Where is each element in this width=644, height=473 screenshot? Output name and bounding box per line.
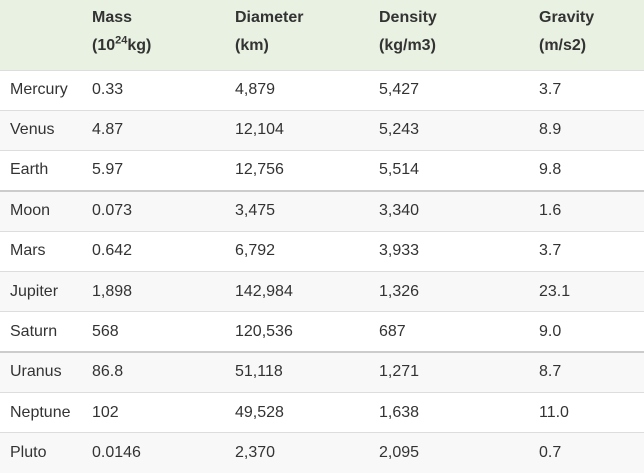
table-cell: 23.1 <box>539 282 571 300</box>
planet-name: Venus <box>10 121 55 139</box>
table-cell: 142,984 <box>235 282 293 300</box>
header-unit: (m/s2) <box>539 37 587 54</box>
planet-name: Uranus <box>10 363 62 381</box>
table-cell: 1,638 <box>379 403 420 421</box>
header-row: Mass (1024kg) Diameter (km) Density (kg/m3)… <box>0 0 644 70</box>
table-cell: 8.7 <box>539 363 562 381</box>
table-cell: 1,898 <box>92 282 133 300</box>
table-cell: 1.6 <box>539 202 562 220</box>
table-row: Mars 0.642 6,792 3,933 3.7 <box>0 231 644 271</box>
header-unit-exponent: 24 <box>115 34 128 47</box>
table-cell: 51,118 <box>235 363 283 381</box>
table-cell: 1,271 <box>379 363 420 381</box>
table-cell: 12,756 <box>235 161 284 179</box>
table-cell: 86.8 <box>92 363 124 381</box>
table-cell: 11.0 <box>539 403 569 421</box>
planet-name: Neptune <box>10 403 71 421</box>
table-cell: 12,104 <box>235 121 284 139</box>
table-cell: 102 <box>92 403 119 421</box>
planet-name: Mars <box>10 242 46 260</box>
planet-name: Jupiter <box>10 282 59 300</box>
header-label: Diameter <box>235 9 304 26</box>
table-row: Neptune 102 49,528 1,638 11.0 <box>0 392 644 432</box>
table-cell: 120,536 <box>235 322 293 340</box>
table-row: Moon 0.073 3,475 3,340 1.6 <box>0 190 644 232</box>
planet-name: Saturn <box>10 322 58 340</box>
table-cell: 9.8 <box>539 161 562 179</box>
header-unit: (km) <box>235 37 269 54</box>
table-row: Mercury 0.33 4,879 5,427 3.7 <box>0 70 644 110</box>
table-cell: 5,514 <box>379 161 420 179</box>
table-cell: 3.7 <box>539 242 562 260</box>
header-cell: Gravity (m/s2) <box>529 0 644 70</box>
table-cell: 3,340 <box>379 202 420 220</box>
table-cell: 0.073 <box>92 202 133 220</box>
planet-name: Earth <box>10 161 49 179</box>
table-cell: 0.7 <box>539 444 562 462</box>
table-cell: 568 <box>92 322 119 340</box>
table-cell: 6,792 <box>235 242 276 260</box>
table-cell: 8.9 <box>539 121 562 139</box>
planet-name: Mercury <box>10 81 68 99</box>
header-unit: (kg/m3) <box>379 37 436 54</box>
table-cell: 0.33 <box>92 81 124 99</box>
table-row: Saturn 568 120,536 687 9.0 <box>0 311 644 352</box>
table-cell: 3,475 <box>235 202 276 220</box>
planet-name: Moon <box>10 202 51 220</box>
table-cell: 0.0146 <box>92 444 141 462</box>
table-cell: 4.87 <box>92 121 124 139</box>
table-cell: 687 <box>379 322 406 340</box>
header-label: Gravity <box>539 9 595 26</box>
table-cell: 2,370 <box>235 444 276 462</box>
table-cell: 4,879 <box>235 81 276 99</box>
table-cell: 3.7 <box>539 81 562 99</box>
table-cell: 0.642 <box>92 242 133 260</box>
header-label: Density <box>379 9 437 26</box>
header-label: Mass <box>92 9 133 26</box>
table-cell: 5.97 <box>92 161 124 179</box>
header-cell: Density (kg/m3) <box>369 0 529 70</box>
table-row: Pluto 0.0146 2,370 2,095 0.7 <box>0 432 644 473</box>
table-cell: 5,427 <box>379 81 420 99</box>
table-row: Uranus 86.8 51,118 1,271 8.7 <box>0 352 644 393</box>
header-unit: (10 <box>92 37 116 54</box>
table-row: Jupiter 1,898 142,984 1,326 23.1 <box>0 271 644 312</box>
header-cell <box>0 0 82 70</box>
table-cell: 1,326 <box>379 282 420 300</box>
table-cell: 9.0 <box>539 322 562 340</box>
header-cell: Mass (1024kg) <box>82 0 225 70</box>
table-cell: 49,528 <box>235 403 284 421</box>
table-cell: 3,933 <box>379 242 420 260</box>
planet-name: Pluto <box>10 444 47 462</box>
table-cell: 2,095 <box>379 444 420 462</box>
header-unit: kg) <box>127 37 152 54</box>
table-body: Mercury 0.33 4,879 5,427 3.7 Venus 4.87 12,104 5… <box>0 70 644 473</box>
header-cell: Diameter (km) <box>225 0 369 70</box>
table-row: Earth 5.97 12,756 5,514 9.8 <box>0 150 644 191</box>
table-cell: 5,243 <box>379 121 420 139</box>
table-header: Mass (1024kg) Diameter (km) Density (kg/m3)… <box>0 0 644 70</box>
table-row: Venus 4.87 12,104 5,243 8.9 <box>0 110 644 151</box>
